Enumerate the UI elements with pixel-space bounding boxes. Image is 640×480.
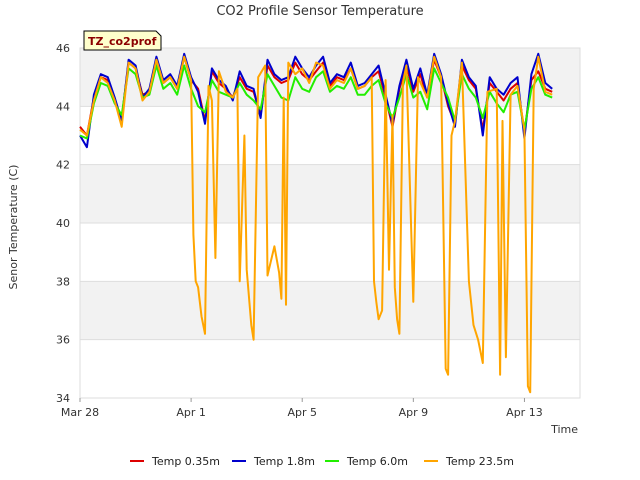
plot-frame (79, 47, 581, 399)
legend-label: Temp 23.5m (445, 455, 514, 468)
plot-band (80, 106, 580, 165)
y-tick-label: 40 (56, 217, 70, 230)
y-axis-ticks: 34 36 38 40 42 44 46 (56, 42, 70, 405)
legend-label: Temp 0.35m (151, 455, 220, 468)
y-tick-label: 34 (56, 392, 70, 405)
y-tick-label: 36 (56, 334, 70, 347)
x-tick-label: Apr 5 (287, 406, 317, 419)
series-line-3 (79, 55, 553, 394)
plot-band (80, 164, 580, 223)
x-tick-label: Apr 13 (506, 406, 543, 419)
chart-title: CO2 Profile Sensor Temperature (216, 4, 423, 19)
y-tick-label: 38 (56, 275, 70, 288)
series-line-2 (79, 64, 553, 140)
plot-band (80, 281, 580, 340)
station-badge-text: TZ_co2prof (88, 35, 157, 48)
legend-label: Temp 6.0m (346, 455, 408, 468)
plot-band (80, 339, 580, 398)
x-tick-label: Apr 1 (176, 406, 206, 419)
legend: Temp 0.35m Temp 1.8m Temp 6.0m Temp 23.5m (130, 455, 514, 468)
x-tick-label: Mar 28 (61, 406, 99, 419)
x-tick-label: Apr 9 (399, 406, 429, 419)
y-tick-label: 42 (56, 159, 70, 172)
y-axis-label: Senor Temperature (C) (7, 165, 20, 290)
legend-label: Temp 1.8m (253, 455, 315, 468)
series-lines (79, 52, 553, 394)
x-axis-ticks: Mar 28 Apr 1 Apr 5 Apr 9 Apr 13 (61, 398, 543, 419)
station-badge-box (83, 30, 162, 51)
y-tick-label: 46 (56, 42, 70, 55)
plot-background (80, 48, 580, 398)
y-tick-label: 44 (56, 100, 70, 113)
x-axis-label: Time (550, 423, 578, 436)
station-badge: TZ_co2prof (83, 30, 162, 51)
plot-band (80, 223, 580, 282)
